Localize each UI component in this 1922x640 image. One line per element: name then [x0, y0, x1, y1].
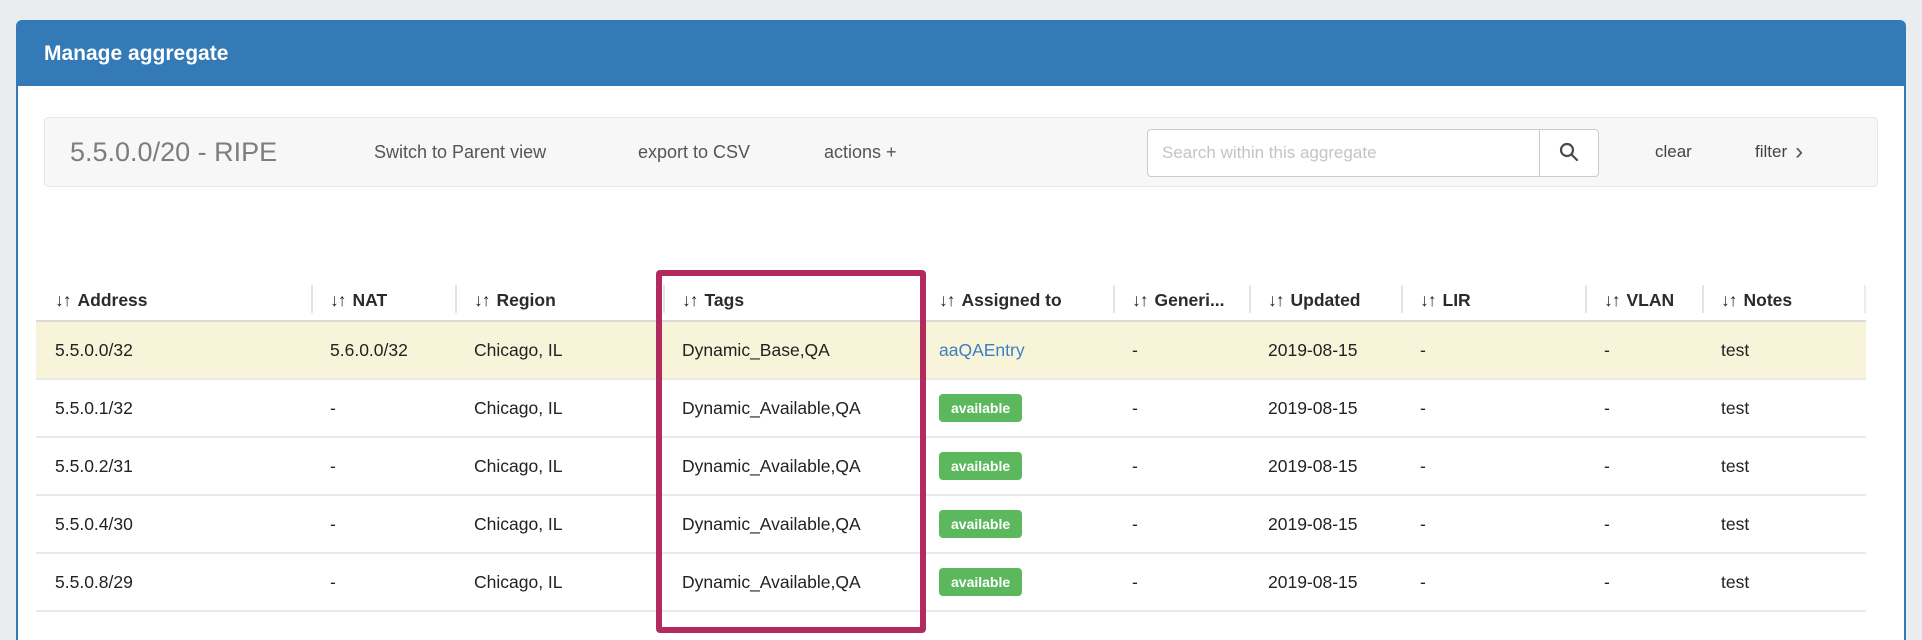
- cell-nat: -: [311, 553, 455, 612]
- subnet-table: ↓↑ Address ↓↑ NAT ↓↑ Region ↓↑ Tags ↓↑ Assign…: [36, 280, 1866, 612]
- cell-notes: test: [1702, 379, 1866, 438]
- sort-icon: ↓↑: [330, 289, 346, 310]
- cell-vlan: -: [1585, 495, 1702, 554]
- column-header-tags[interactable]: ↓↑ Tags: [663, 280, 920, 322]
- cell-generic: -: [1113, 495, 1249, 554]
- cell-notes: test: [1702, 495, 1866, 554]
- column-header-notes[interactable]: ↓↑ Notes: [1702, 280, 1866, 322]
- cell-region: Chicago, IL: [455, 379, 663, 438]
- cell-generic: -: [1113, 437, 1249, 496]
- search-icon: [1558, 141, 1580, 166]
- cell-updated: 2019-08-15: [1249, 379, 1401, 438]
- column-header-nat[interactable]: ↓↑ NAT: [311, 280, 455, 322]
- cell-nat: -: [311, 437, 455, 496]
- cell-notes: test: [1702, 321, 1866, 380]
- cell-updated: 2019-08-15: [1249, 437, 1401, 496]
- cell-updated: 2019-08-15: [1249, 553, 1401, 612]
- cell-assigned-to: available: [920, 379, 1113, 438]
- table-row[interactable]: 5.5.0.1/32 - Chicago, IL Dynamic_Availab…: [36, 379, 1866, 438]
- cell-notes: test: [1702, 553, 1866, 612]
- cell-nat: 5.6.0.0/32: [311, 321, 455, 380]
- manage-aggregate-panel: Manage aggregate 5.5.0.0/20 - RIPE Switc…: [16, 20, 1906, 640]
- cell-generic: -: [1113, 379, 1249, 438]
- cell-address: 5.5.0.4/30: [36, 495, 311, 554]
- cell-tags: Dynamic_Available,QA: [663, 437, 920, 496]
- cell-lir: -: [1401, 553, 1585, 612]
- cell-generic: -: [1113, 553, 1249, 612]
- search-input[interactable]: [1147, 129, 1539, 177]
- chevron-right-icon: ›: [1795, 138, 1804, 165]
- sort-icon: ↓↑: [1420, 289, 1436, 310]
- sort-icon: ↓↑: [1268, 289, 1284, 310]
- cell-tags: Dynamic_Available,QA: [663, 553, 920, 612]
- aggregate-toolbar: 5.5.0.0/20 - RIPE Switch to Parent view …: [44, 117, 1878, 187]
- sort-icon: ↓↑: [1604, 289, 1620, 310]
- cell-region: Chicago, IL: [455, 553, 663, 612]
- column-header-lir[interactable]: ↓↑ LIR: [1401, 280, 1585, 322]
- cell-updated: 2019-08-15: [1249, 495, 1401, 554]
- column-header-updated[interactable]: ↓↑ Updated: [1249, 280, 1401, 322]
- assigned-entry-link[interactable]: aaQAEntry: [939, 339, 1025, 360]
- clear-button[interactable]: clear: [1655, 142, 1692, 161]
- available-badge: available: [939, 394, 1023, 422]
- cell-region: Chicago, IL: [455, 321, 663, 380]
- table-header-row: ↓↑ Address ↓↑ NAT ↓↑ Region ↓↑ Tags ↓↑ Assign…: [36, 280, 1866, 322]
- cell-vlan: -: [1585, 553, 1702, 612]
- cell-nat: -: [311, 379, 455, 438]
- table-row[interactable]: 5.5.0.2/31 - Chicago, IL Dynamic_Availab…: [36, 437, 1866, 496]
- column-header-region[interactable]: ↓↑ Region: [455, 280, 663, 322]
- cell-generic: -: [1113, 321, 1249, 380]
- sort-icon: ↓↑: [474, 289, 490, 310]
- cell-tags: Dynamic_Available,QA: [663, 495, 920, 554]
- cell-vlan: -: [1585, 437, 1702, 496]
- cell-vlan: -: [1585, 321, 1702, 380]
- cell-address: 5.5.0.0/32: [36, 321, 311, 380]
- sort-icon: ↓↑: [1132, 289, 1148, 310]
- cell-assigned-to: aaQAEntry: [920, 321, 1113, 380]
- cell-region: Chicago, IL: [455, 437, 663, 496]
- sort-icon: ↓↑: [682, 289, 698, 310]
- available-badge: available: [939, 510, 1023, 538]
- cell-assigned-to: available: [920, 553, 1113, 612]
- column-header-assigned-to[interactable]: ↓↑ Assigned to: [920, 280, 1113, 322]
- available-badge: available: [939, 452, 1023, 480]
- table-row[interactable]: 5.5.0.4/30 - Chicago, IL Dynamic_Availab…: [36, 495, 1866, 554]
- sort-icon: ↓↑: [939, 289, 955, 310]
- actions-menu-button[interactable]: actions +: [824, 142, 897, 162]
- cell-nat: -: [311, 495, 455, 554]
- export-csv-link[interactable]: export to CSV: [638, 142, 751, 162]
- table-row[interactable]: 5.5.0.8/29 - Chicago, IL Dynamic_Availab…: [36, 553, 1866, 612]
- cell-region: Chicago, IL: [455, 495, 663, 554]
- cell-lir: -: [1401, 437, 1585, 496]
- search-button[interactable]: [1539, 129, 1599, 177]
- sort-icon: ↓↑: [1721, 289, 1737, 310]
- cell-lir: -: [1401, 321, 1585, 380]
- cell-address: 5.5.0.8/29: [36, 553, 311, 612]
- cell-lir: -: [1401, 495, 1585, 554]
- cell-notes: test: [1702, 437, 1866, 496]
- column-header-address[interactable]: ↓↑ Address: [36, 280, 311, 322]
- cell-address: 5.5.0.2/31: [36, 437, 311, 496]
- cell-address: 5.5.0.1/32: [36, 379, 311, 438]
- aggregate-search: [1147, 129, 1599, 177]
- sort-icon: ↓↑: [55, 289, 71, 310]
- aggregate-label: 5.5.0.0/20 - RIPE: [70, 137, 278, 167]
- cell-tags: Dynamic_Available,QA: [663, 379, 920, 438]
- cell-lir: -: [1401, 379, 1585, 438]
- filter-label: filter: [1755, 142, 1788, 161]
- column-header-generic[interactable]: ↓↑ Generi...: [1113, 280, 1249, 322]
- available-badge: available: [939, 568, 1023, 596]
- cell-updated: 2019-08-15: [1249, 321, 1401, 380]
- switch-parent-view-link[interactable]: Switch to Parent view: [374, 142, 547, 162]
- cell-assigned-to: available: [920, 495, 1113, 554]
- panel-title: Manage aggregate: [18, 22, 1904, 86]
- column-header-vlan[interactable]: ↓↑ VLAN: [1585, 280, 1702, 322]
- filter-button[interactable]: filter ›: [1755, 118, 1803, 186]
- table-row[interactable]: 5.5.0.0/32 5.6.0.0/32 Chicago, IL Dynami…: [36, 321, 1866, 380]
- cell-vlan: -: [1585, 379, 1702, 438]
- cell-tags: Dynamic_Base,QA: [663, 321, 920, 380]
- cell-assigned-to: available: [920, 437, 1113, 496]
